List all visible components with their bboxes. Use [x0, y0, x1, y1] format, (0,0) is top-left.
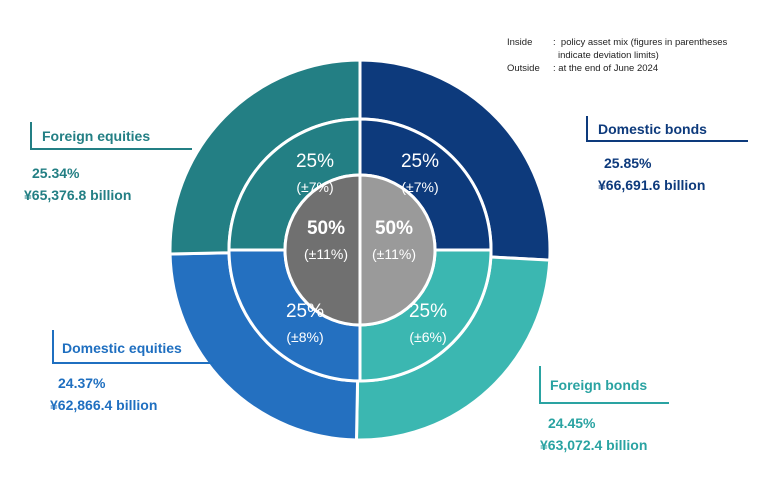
domestic-equities-name: Domestic equities	[62, 340, 182, 356]
inside-text: policy asset mix (figures in parentheses	[560, 37, 728, 48]
domestic-equities-amount: ¥62,866.4 billion	[50, 397, 158, 413]
inside-key: Inside	[507, 37, 533, 48]
foreign-bonds-values: 24.45% ¥63,072.4 billion	[540, 412, 647, 456]
legend-note: Inside: policy asset mix (figures in par…	[507, 36, 727, 75]
domestic-equities-values: 24.37% ¥62,866.4 billion	[50, 372, 157, 416]
domestic-bonds-pct: 25.85%	[604, 155, 652, 171]
core-left-half	[283, 173, 362, 327]
domestic-bonds-amount: ¥66,691.6 billion	[598, 177, 706, 193]
core-right-half	[358, 173, 437, 327]
core-left-deviation: (±11%)	[304, 246, 348, 262]
colon: :	[553, 63, 559, 74]
core-right-deviation: (±11%)	[372, 246, 416, 262]
foreign-bonds-bracket	[539, 366, 669, 404]
domestic-bonds-policy-label: 25%	[401, 151, 439, 172]
domestic-equities-policy-label: 25%	[286, 301, 324, 322]
foreign-bonds-name: Foreign bonds	[550, 377, 648, 393]
colon: :	[553, 37, 561, 48]
foreign-equities-label: Foreign equities	[42, 128, 150, 144]
domestic-equities-label: Domestic equities	[62, 340, 182, 356]
domestic-equities-bracket	[52, 330, 214, 364]
domestic-equities-pct: 24.37%	[58, 375, 106, 391]
foreign-bonds-pct: 24.45%	[548, 415, 596, 431]
foreign-equities-bracket	[30, 122, 192, 150]
inside-text-2: indicate deviation limits)	[558, 50, 659, 61]
foreign-equities-policy-label: 25%	[296, 151, 334, 172]
foreign-bonds-label: Foreign bonds	[550, 377, 647, 393]
foreign-equities-values: 25.34% ¥65,376.8 billion	[24, 162, 131, 206]
domestic-bonds-values: 25.85% ¥66,691.6 billion	[598, 152, 705, 196]
outside-text: at the end of June 2024	[558, 63, 659, 74]
domestic-equities-deviation-label: (±8%)	[286, 329, 323, 345]
outside-key: Outside	[507, 63, 540, 74]
domestic-bonds-label: Domestic bonds	[598, 121, 707, 137]
foreign-bonds-policy-label: 25%	[409, 301, 447, 322]
domestic-bonds-bracket	[586, 116, 748, 142]
core-right-value: 50%	[375, 218, 413, 239]
core-left-value: 50%	[307, 218, 345, 239]
foreign-equities-name: Foreign equities	[42, 128, 151, 144]
foreign-equities-pct: 25.34%	[32, 165, 80, 181]
foreign-bonds-amount: ¥63,072.4 billion	[540, 437, 648, 453]
foreign-bonds-deviation-label: (±6%)	[409, 329, 446, 345]
foreign-equities-amount: ¥65,376.8 billion	[24, 187, 132, 203]
domestic-bonds-deviation-label: (±7%)	[401, 179, 438, 195]
domestic-bonds-name: Domestic bonds	[598, 121, 707, 137]
foreign-equities-deviation-label: (±7%)	[296, 179, 333, 195]
